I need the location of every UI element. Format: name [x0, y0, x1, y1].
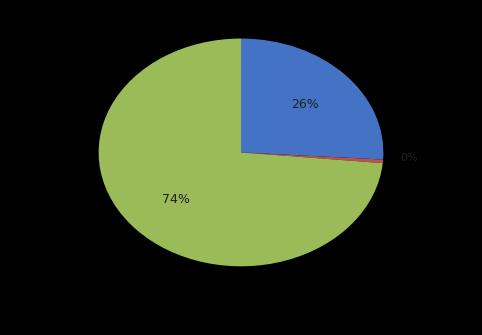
Wedge shape	[241, 39, 383, 159]
Text: 74%: 74%	[162, 193, 189, 206]
Wedge shape	[241, 152, 383, 163]
Text: 26%: 26%	[292, 97, 319, 111]
Wedge shape	[99, 39, 383, 266]
Text: 0%: 0%	[400, 153, 418, 163]
